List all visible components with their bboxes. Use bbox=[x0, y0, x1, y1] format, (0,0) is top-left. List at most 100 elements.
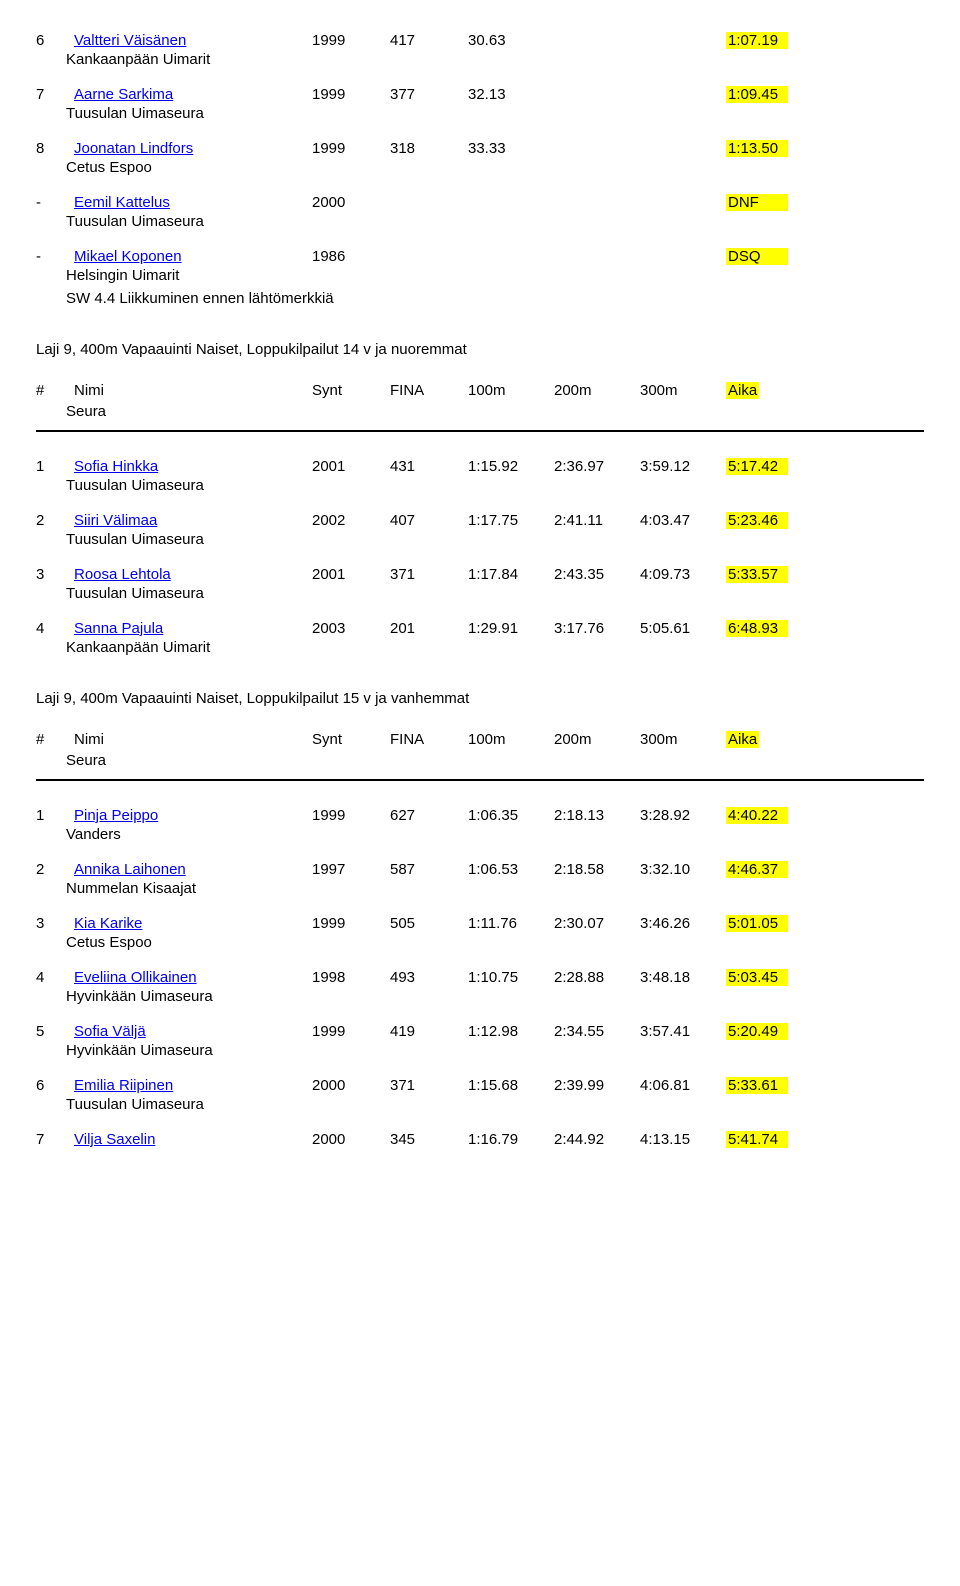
team: Nummelan Kisaajat bbox=[66, 880, 924, 897]
header-s1: 100m bbox=[468, 731, 546, 748]
team: Tuusulan Uimaseura bbox=[66, 477, 924, 494]
swimmer-link[interactable]: Joonatan Lindfors bbox=[74, 140, 193, 157]
split-1: 33.33 bbox=[468, 140, 546, 157]
swimmer-link[interactable]: Annika Laihonen bbox=[74, 861, 186, 878]
name-cell: Roosa Lehtola bbox=[74, 566, 304, 583]
fina: 627 bbox=[390, 807, 460, 824]
name-cell: Pinja Peippo bbox=[74, 807, 304, 824]
fina: 201 bbox=[390, 620, 460, 637]
split-3: 5:05.61 bbox=[640, 620, 718, 637]
fina: 587 bbox=[390, 861, 460, 878]
time: 4:46.37 bbox=[726, 861, 788, 878]
swimmer-link[interactable]: Aarne Sarkima bbox=[74, 86, 173, 103]
team: Tuusulan Uimaseura bbox=[66, 531, 924, 548]
time: 5:03.45 bbox=[726, 969, 788, 986]
split-1: 1:29.91 bbox=[468, 620, 546, 637]
header-name: Nimi bbox=[74, 382, 304, 399]
dq-reason: SW 4.4 Liikkuminen ennen lähtömerkkiä bbox=[66, 290, 924, 307]
year: 1997 bbox=[312, 861, 382, 878]
swimmer-link[interactable]: Mikael Koponen bbox=[74, 248, 182, 265]
name-cell: Mikael Koponen bbox=[74, 248, 304, 265]
time: 1:09.45 bbox=[726, 86, 788, 103]
split-2: 2:43.35 bbox=[554, 566, 632, 583]
header-s2: 200m bbox=[554, 382, 632, 399]
split-1: 32.13 bbox=[468, 86, 546, 103]
split-3: 4:13.15 bbox=[640, 1131, 718, 1148]
time: 1:13.50 bbox=[726, 140, 788, 157]
header-time-cell: Aika bbox=[726, 731, 816, 748]
time-cell: 5:33.57 bbox=[726, 566, 816, 583]
year: 1998 bbox=[312, 969, 382, 986]
time-cell: 4:40.22 bbox=[726, 807, 816, 824]
split-2: 2:39.99 bbox=[554, 1077, 632, 1094]
result-row: 6Emilia Riipinen 20003711:15.682:39.994:… bbox=[36, 1077, 924, 1094]
fina: 505 bbox=[390, 915, 460, 932]
time-cell: 6:48.93 bbox=[726, 620, 816, 637]
fina: 407 bbox=[390, 512, 460, 529]
time: 5:33.61 bbox=[726, 1077, 788, 1094]
year: 2003 bbox=[312, 620, 382, 637]
year: 1999 bbox=[312, 915, 382, 932]
split-1: 1:17.75 bbox=[468, 512, 546, 529]
year: 1986 bbox=[312, 248, 382, 265]
time: DNF bbox=[726, 194, 788, 211]
fina: 371 bbox=[390, 1077, 460, 1094]
time: 5:33.57 bbox=[726, 566, 788, 583]
team: Kankaanpään Uimarit bbox=[66, 51, 924, 68]
column-header-row: #NimiSyntFINA100m200m300mAika bbox=[36, 382, 924, 399]
swimmer-link[interactable]: Siiri Välimaa bbox=[74, 512, 157, 529]
swimmer-link[interactable]: Sanna Pajula bbox=[74, 620, 163, 637]
time-cell: 5:41.74 bbox=[726, 1131, 816, 1148]
fina: 377 bbox=[390, 86, 460, 103]
result-row: 6Valtteri Väisänen 199941730.631:07.19 bbox=[36, 32, 924, 49]
header-s3: 300m bbox=[640, 731, 718, 748]
year: 2001 bbox=[312, 566, 382, 583]
year: 2000 bbox=[312, 194, 382, 211]
rank: 3 bbox=[36, 566, 66, 583]
team: Cetus Espoo bbox=[66, 159, 924, 176]
header-time-cell: Aika bbox=[726, 382, 816, 399]
fina: 431 bbox=[390, 458, 460, 475]
swimmer-link[interactable]: Pinja Peippo bbox=[74, 807, 158, 824]
time-cell: 5:01.05 bbox=[726, 915, 816, 932]
rank: 2 bbox=[36, 861, 66, 878]
header-s1: 100m bbox=[468, 382, 546, 399]
split-1: 1:06.53 bbox=[468, 861, 546, 878]
swimmer-link[interactable]: Vilja Saxelin bbox=[74, 1131, 155, 1148]
result-row: 5Sofia Väljä 19994191:12.982:34.553:57.4… bbox=[36, 1023, 924, 1040]
split-1: 1:10.75 bbox=[468, 969, 546, 986]
rank: - bbox=[36, 248, 66, 265]
swimmer-link[interactable]: Eveliina Ollikainen bbox=[74, 969, 197, 986]
swimmer-link[interactable]: Sofia Hinkka bbox=[74, 458, 158, 475]
result-row: 2Annika Laihonen 19975871:06.532:18.583:… bbox=[36, 861, 924, 878]
fina: 419 bbox=[390, 1023, 460, 1040]
time: 5:41.74 bbox=[726, 1131, 788, 1148]
name-cell: Vilja Saxelin bbox=[74, 1131, 304, 1148]
split-3: 3:28.92 bbox=[640, 807, 718, 824]
time-cell: 1:13.50 bbox=[726, 140, 816, 157]
result-row: 7Vilja Saxelin 20003451:16.792:44.924:13… bbox=[36, 1131, 924, 1148]
swimmer-link[interactable]: Sofia Väljä bbox=[74, 1023, 146, 1040]
result-row: 4Sanna Pajula 20032011:29.913:17.765:05.… bbox=[36, 620, 924, 637]
year: 2001 bbox=[312, 458, 382, 475]
swimmer-link[interactable]: Kia Karike bbox=[74, 915, 142, 932]
swimmer-link[interactable]: Valtteri Väisänen bbox=[74, 32, 186, 49]
name-cell: Siiri Välimaa bbox=[74, 512, 304, 529]
team: Vanders bbox=[66, 826, 924, 843]
rank: - bbox=[36, 194, 66, 211]
time: 5:20.49 bbox=[726, 1023, 788, 1040]
split-2: 3:17.76 bbox=[554, 620, 632, 637]
year: 1999 bbox=[312, 32, 382, 49]
header-s2: 200m bbox=[554, 731, 632, 748]
time: 6:48.93 bbox=[726, 620, 788, 637]
swimmer-link[interactable]: Emilia Riipinen bbox=[74, 1077, 173, 1094]
swimmer-link[interactable]: Eemil Kattelus bbox=[74, 194, 170, 211]
team: Tuusulan Uimaseura bbox=[66, 1096, 924, 1113]
rank: 6 bbox=[36, 1077, 66, 1094]
split-1: 30.63 bbox=[468, 32, 546, 49]
header-sub: Seura bbox=[66, 752, 924, 769]
team: Cetus Espoo bbox=[66, 934, 924, 951]
swimmer-link[interactable]: Roosa Lehtola bbox=[74, 566, 171, 583]
result-row: -Mikael Koponen 1986DSQ bbox=[36, 248, 924, 265]
time-cell: 5:33.61 bbox=[726, 1077, 816, 1094]
